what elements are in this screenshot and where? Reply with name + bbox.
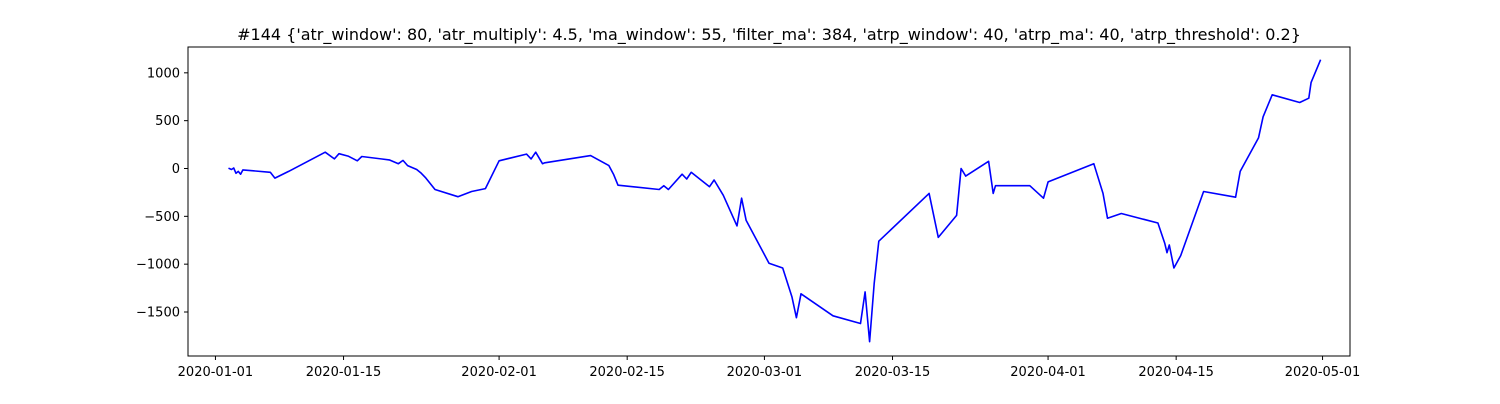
y-tick-label: 500 [155,114,180,129]
x-axis: 2020-01-01 2020-01-15 2020-02-01 2020-02-15… [178,356,1361,380]
x-tick-label: 2020-01-01 [178,365,254,380]
y-tick-label: −1500 [136,305,180,320]
x-tick-label: 2020-04-01 [1010,365,1086,380]
series-line-1 [228,59,1322,343]
x-tick-label: 2020-05-01 [1285,365,1361,380]
y-tick-label: −500 [144,210,180,225]
plot-area [228,59,1322,343]
plot-frame [187,46,1351,357]
x-tick-label: 2020-01-15 [306,365,382,380]
y-tick-label: −1000 [136,258,180,273]
chart-title: #144 {'atr_window': 80, 'atr_multiply': … [237,25,1301,45]
x-tick-label: 2020-04-15 [1138,365,1214,380]
y-tick-label: 1000 [147,66,180,81]
x-tick-label: 2020-03-15 [855,365,931,380]
x-tick-label: 2020-03-01 [727,365,803,380]
y-axis: −1500 −1000 −500 0 500 1000 [136,66,188,320]
x-tick-label: 2020-02-15 [589,365,665,380]
y-tick-label: 0 [172,162,180,177]
x-tick-label: 2020-02-01 [461,365,537,380]
